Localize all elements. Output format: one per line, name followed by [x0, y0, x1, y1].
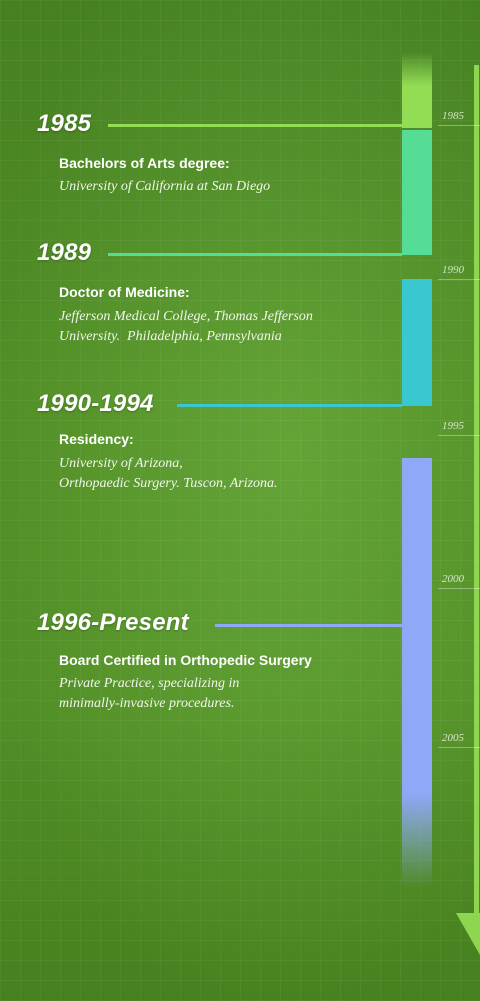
axis-label: 1985 — [442, 110, 464, 122]
connector-line-1996-present — [215, 624, 402, 627]
period-bar-1985 — [402, 52, 432, 128]
entry-description: Private Practice, specializing in minima… — [59, 674, 389, 714]
connector-line-1985 — [108, 124, 402, 127]
axis-tick — [438, 279, 480, 280]
axis-label: 1990 — [442, 264, 464, 276]
axis-tick — [438, 747, 480, 748]
entry-description-line: University of Arizona, — [59, 456, 183, 471]
entry-title: Bachelors of Arts degree: — [59, 155, 230, 171]
period-bar-1989 — [402, 130, 432, 255]
entry-description-line: Orthopaedic Surgery. Tuscon, Arizona. — [59, 476, 278, 491]
entry-year: 1989 — [37, 239, 92, 266]
entry-title: Doctor of Medicine: — [59, 284, 190, 300]
entry-year: 1985 — [37, 110, 92, 137]
entry-description-line: University of California at San Diego — [59, 179, 271, 194]
entry-year: 1990-1994 — [37, 390, 154, 417]
entry-description: Jefferson Medical College, Thomas Jeffer… — [59, 307, 389, 347]
axis-tick — [438, 125, 480, 126]
entry-title: Residency: — [59, 431, 134, 447]
entry-description-line: Private Practice, specializing in — [59, 676, 240, 691]
connector-line-1989 — [108, 253, 402, 256]
entry-description-line: Jefferson Medical College, Thomas Jeffer… — [59, 309, 313, 324]
timeline-axis — [474, 65, 479, 915]
entry-description: University of California at San Diego — [59, 177, 389, 197]
entry-description: University of Arizona, Orthopaedic Surge… — [59, 454, 389, 494]
connector-line-1990-1994 — [177, 404, 402, 407]
entry-description-line: University. Philadelphia, Pennsylvania — [59, 329, 282, 344]
axis-tick — [438, 588, 480, 589]
axis-tick — [438, 435, 480, 436]
entry-description-line: minimally-invasive procedures. — [59, 696, 235, 711]
entry-year: 1996-Present — [37, 609, 189, 636]
entry-title: Board Certified in Orthopedic Surgery — [59, 652, 312, 668]
axis-label: 1995 — [442, 420, 464, 432]
period-bar-1990-1994 — [402, 279, 432, 406]
timeline-arrow-icon — [456, 913, 480, 955]
axis-label: 2000 — [442, 573, 464, 585]
axis-label: 2005 — [442, 732, 464, 744]
period-bar-1996-present — [402, 458, 432, 888]
